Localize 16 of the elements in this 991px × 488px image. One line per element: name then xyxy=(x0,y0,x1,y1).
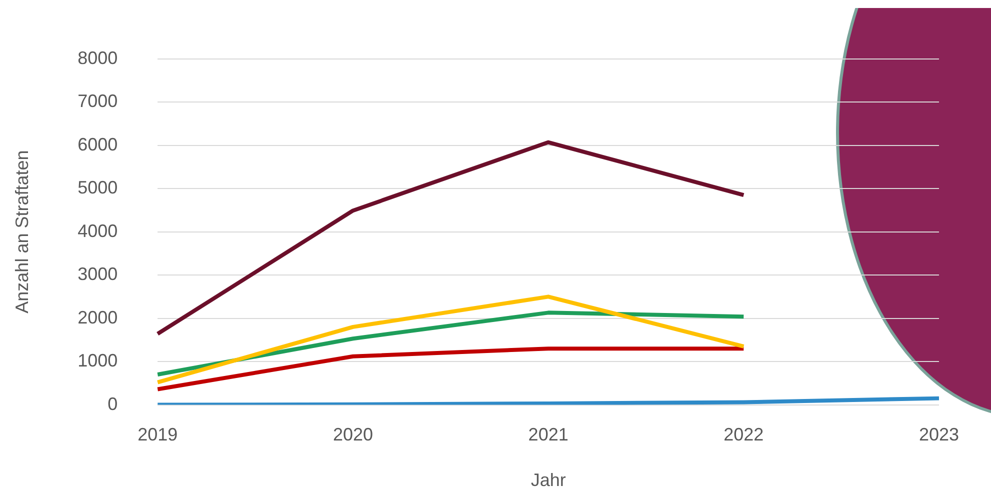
x-tick-label: 2023 xyxy=(918,424,960,445)
y-tick-label: 2000 xyxy=(78,307,118,328)
x-tick-label: 2019 xyxy=(138,424,178,445)
y-tick-label: 7000 xyxy=(78,91,118,112)
y-tick-label: 3000 xyxy=(78,264,118,284)
x-tick-label: 2022 xyxy=(724,424,764,445)
x-tick-label: 2021 xyxy=(528,424,568,445)
y-tick-label: 4000 xyxy=(78,220,118,241)
y-axis-title: Anzahl an Straftaten xyxy=(12,150,32,314)
y-tick-label: 5000 xyxy=(78,178,118,198)
y-tick-label: 6000 xyxy=(78,134,118,154)
x-tick-label: 2020 xyxy=(332,424,374,445)
y-tick-label: 1000 xyxy=(78,350,118,371)
y-tick-label: 8000 xyxy=(78,48,118,68)
x-axis-title: Jahr xyxy=(530,470,566,488)
y-tick-label: 0 xyxy=(108,394,118,414)
